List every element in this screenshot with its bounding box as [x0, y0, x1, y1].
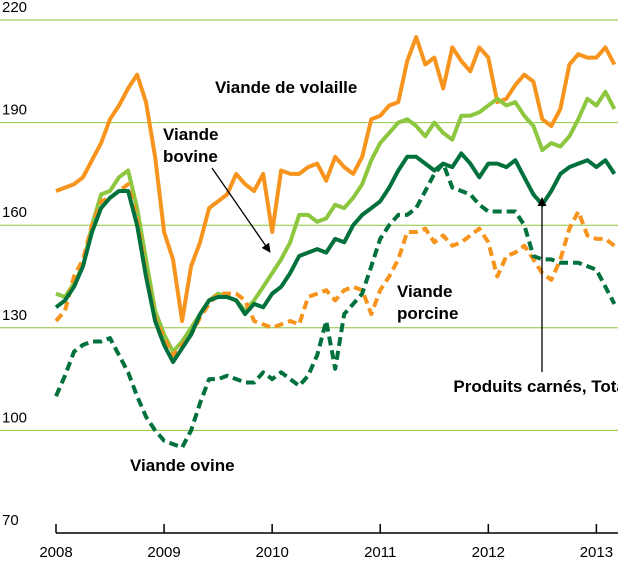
y-tick-label: 160 — [2, 204, 27, 221]
arrow — [211, 167, 271, 253]
x-tick-label: 2012 — [472, 544, 505, 561]
x-tick-label: 2010 — [255, 544, 288, 561]
series-line — [54, 151, 617, 364]
series-label: Viande bovine — [163, 125, 219, 166]
series-line — [55, 35, 617, 323]
series-label: Viande porcine — [397, 282, 459, 323]
x-tick-label: 2013 — [580, 544, 613, 561]
y-tick-label: 100 — [2, 409, 27, 426]
y-tick-label: 130 — [2, 307, 27, 324]
y-tick-label: 190 — [2, 102, 27, 119]
x-tick-label: 2011 — [364, 544, 396, 561]
y-tick-label: 220 — [2, 0, 27, 16]
series-line — [54, 182, 616, 358]
x-tick-label: 2008 — [39, 544, 72, 561]
series-label: Viande ovine — [130, 456, 235, 475]
series-line — [55, 89, 617, 354]
x-tick-label: 2009 — [147, 544, 180, 561]
series-line — [54, 161, 617, 450]
series-label: Produits carnés, Total — [453, 377, 618, 396]
series-label: Viande de volaille — [215, 78, 358, 97]
y-tick-label: 70 — [2, 512, 19, 529]
